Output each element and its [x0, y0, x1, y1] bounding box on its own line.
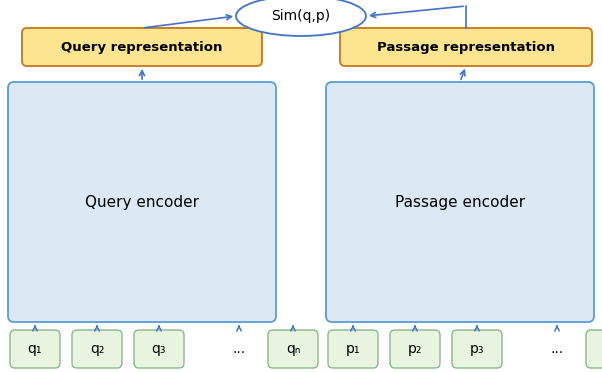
FancyBboxPatch shape: [390, 330, 440, 368]
Text: Query representation: Query representation: [61, 41, 223, 54]
Text: p₂: p₂: [408, 342, 422, 356]
FancyBboxPatch shape: [134, 330, 184, 368]
FancyBboxPatch shape: [8, 82, 276, 322]
FancyBboxPatch shape: [10, 330, 60, 368]
Text: Sim(q,p): Sim(q,p): [272, 9, 330, 23]
FancyBboxPatch shape: [586, 330, 602, 368]
FancyBboxPatch shape: [452, 330, 502, 368]
Ellipse shape: [236, 0, 366, 36]
FancyBboxPatch shape: [72, 330, 122, 368]
Text: p₁: p₁: [346, 342, 360, 356]
FancyBboxPatch shape: [22, 28, 262, 66]
Text: p₃: p₃: [470, 342, 484, 356]
Text: q₃: q₃: [152, 342, 166, 356]
FancyBboxPatch shape: [340, 28, 592, 66]
Text: Query encoder: Query encoder: [85, 195, 199, 209]
Text: Passage representation: Passage representation: [377, 41, 555, 54]
FancyBboxPatch shape: [326, 82, 594, 322]
Text: qₙ: qₙ: [286, 342, 300, 356]
Text: ...: ...: [232, 342, 246, 356]
Text: ...: ...: [550, 342, 563, 356]
Text: q₂: q₂: [90, 342, 104, 356]
Text: Passage encoder: Passage encoder: [395, 195, 525, 209]
FancyBboxPatch shape: [268, 330, 318, 368]
FancyBboxPatch shape: [328, 330, 378, 368]
Text: q₁: q₁: [28, 342, 42, 356]
